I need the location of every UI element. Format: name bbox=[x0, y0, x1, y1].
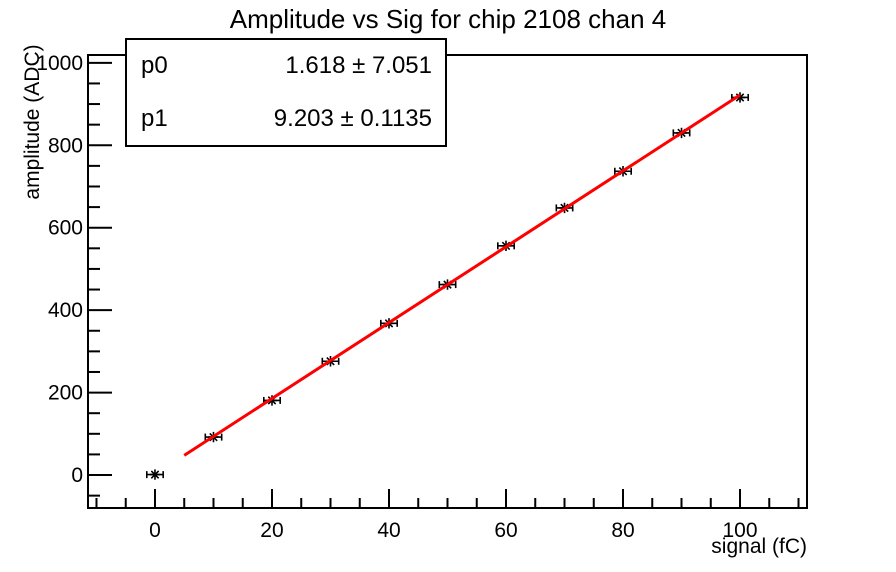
x-tick-label: 60 bbox=[494, 519, 517, 542]
plot-frame bbox=[87, 54, 808, 509]
fit-stats-box: p0 1.618 ± 7.051 p1 9.203 ± 0.1135 bbox=[125, 38, 447, 147]
y-tick-label: 1000 bbox=[36, 52, 83, 75]
x-tick-label: 40 bbox=[377, 519, 400, 542]
y-tick-label: 600 bbox=[48, 217, 83, 240]
x-axis-title: signal (fC) bbox=[711, 535, 807, 558]
asterisk-marker bbox=[734, 92, 746, 103]
y-tick-label: 800 bbox=[48, 134, 83, 157]
y-axis-title: amplitude (ADC) bbox=[21, 44, 44, 200]
stats-param-name: p0 bbox=[141, 52, 168, 80]
stats-row-p0: p0 1.618 ± 7.051 bbox=[127, 52, 445, 80]
asterisk-marker bbox=[266, 395, 278, 406]
chart-title: Amplitude vs Sig for chip 2108 chan 4 bbox=[229, 4, 667, 34]
asterisk-marker bbox=[149, 469, 161, 480]
data-point bbox=[145, 469, 164, 480]
stats-param-value: 9.203 ± 0.1135 bbox=[273, 104, 432, 132]
x-tick-label: 20 bbox=[260, 519, 283, 542]
stats-param-value: 1.618 ± 7.051 bbox=[285, 52, 432, 80]
axes bbox=[88, 61, 800, 508]
x-tick-label: 0 bbox=[149, 519, 161, 542]
y-tick-label: 400 bbox=[48, 299, 83, 322]
y-tick-label: 0 bbox=[71, 464, 83, 487]
stats-param-name: p1 bbox=[141, 104, 168, 132]
y-tick-label: 200 bbox=[48, 382, 83, 405]
x-tick-label: 100 bbox=[722, 519, 757, 542]
stats-row-p1: p1 9.203 ± 0.1135 bbox=[127, 105, 445, 133]
fit-line bbox=[183, 93, 741, 457]
x-tick-label: 80 bbox=[611, 519, 634, 542]
